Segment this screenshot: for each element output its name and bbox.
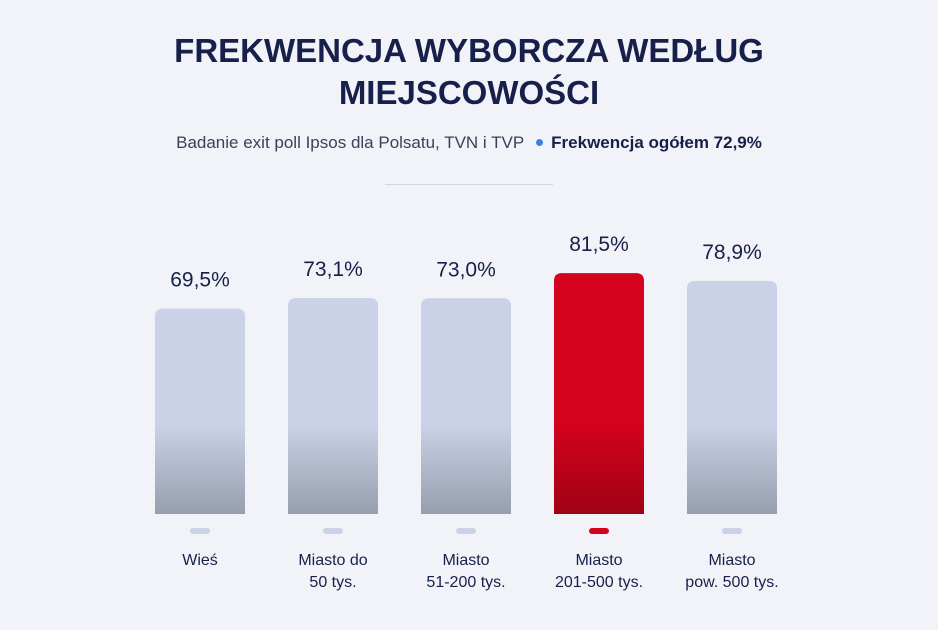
bar-shade [288, 424, 378, 514]
value-label: 81,5% [569, 233, 629, 256]
bar-shade [687, 424, 777, 514]
x-tick-label: Miasto 201-500 tys. [554, 552, 644, 591]
legend-dash [589, 528, 609, 534]
value-label: 73,1% [303, 258, 363, 281]
legend-dash [456, 528, 476, 534]
bar-shade [155, 424, 245, 514]
x-tick-label: Miasto 51-200 tys. [426, 552, 506, 591]
value-label: 73,0% [436, 258, 496, 281]
annotation: Frekwencja ogółem 72,9% [551, 133, 762, 152]
subtitle-row: Badanie exit poll Ipsos dla Polsatu, TVN… [0, 133, 938, 153]
x-tick-label: Wieś [182, 552, 218, 569]
bar-shade [421, 424, 511, 514]
legend-dash [190, 528, 210, 534]
chart-title: FREKWENCJA WYBORCZA WEDŁUG MIEJSCOWOŚCI [174, 32, 764, 111]
dot [536, 139, 544, 146]
value-label: 69,5% [170, 269, 230, 292]
x-tick-label: Miasto pow. 500 tys. [685, 552, 779, 591]
legend-dash [323, 528, 343, 534]
separator [385, 184, 553, 185]
x-tick-label: Miasto do 50 tys. [298, 552, 368, 591]
value-label: 78,9% [702, 241, 762, 264]
legend-dash [722, 528, 742, 534]
subtitle: Badanie exit poll Ipsos dla Polsatu, TVN… [176, 133, 525, 152]
bar-shade [554, 424, 644, 514]
